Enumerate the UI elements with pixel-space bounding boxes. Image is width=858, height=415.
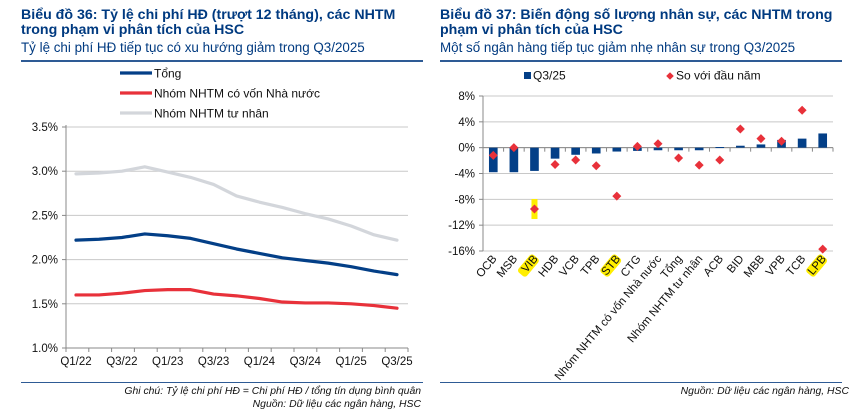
legend-label: Nhóm NHTM có vốn Nhà nước <box>154 87 320 101</box>
x-category-label: OCB <box>474 253 499 280</box>
series-line-tong <box>74 232 399 277</box>
legend-label: Tổng <box>154 67 181 81</box>
x-category-label: TCB <box>784 253 808 279</box>
marker-vcb <box>571 155 581 165</box>
legend-swatch-bar <box>524 72 531 79</box>
y-tick-label: 3.5% <box>32 122 58 134</box>
bar-acb <box>715 147 725 149</box>
legend-label: Q3/25 <box>533 69 566 83</box>
x-tick-label: Q3/22 <box>106 356 137 368</box>
y-tick-label: 2.5% <box>32 210 58 222</box>
x-category-label: VPB <box>764 253 788 279</box>
y-tick-label: 4% <box>458 117 475 129</box>
category-highlight <box>518 254 539 277</box>
marker-vib <box>529 204 539 214</box>
y-tick-label: 0% <box>458 143 475 155</box>
bar-vcb <box>571 147 580 155</box>
legend-label: Nhóm NHTM tư nhân <box>154 107 269 121</box>
y-tick-label: -8% <box>455 194 475 206</box>
y-tick-label: -16% <box>448 246 475 258</box>
category-highlight <box>600 254 622 277</box>
top-divider <box>21 60 423 62</box>
bar-msb <box>509 147 519 173</box>
series-line-state-owned <box>74 288 399 310</box>
bar-bid <box>736 145 745 148</box>
chart-37-title: Biểu đồ 37: Biến động số lượng nhân sự, … <box>440 7 833 38</box>
chart-36-subtitle: Tỷ lệ chi phí HĐ tiếp tục có xu hướng gi… <box>21 40 365 55</box>
bar-ocb <box>488 147 498 173</box>
marker-msb <box>509 143 519 153</box>
bar-mbb <box>756 144 766 148</box>
y-tick-label: 3.0% <box>32 166 58 178</box>
x-category-label: MBB <box>742 253 767 280</box>
x-category-label: ACB <box>702 253 727 279</box>
x-category-label: HDB <box>537 253 562 280</box>
bar-lpb <box>818 133 828 148</box>
marker-acb <box>715 155 725 165</box>
bar-tổng <box>674 147 683 151</box>
bar-stb <box>612 147 622 152</box>
chart-36-source: Nguồn: Dữ liệu các ngân hàng, HSC <box>252 399 421 410</box>
left-chart-panel: Biểu đồ 36: Tỷ lệ chi phí HĐ (trượt 12 t… <box>21 7 423 410</box>
chart-36-note: Ghi chú: Tỷ lệ chi phí HĐ = Chi phí HĐ /… <box>124 386 421 397</box>
marker-ctg <box>632 141 642 151</box>
marker-nhóm-nhtm-tư-nhân <box>694 160 704 170</box>
marker-ocb <box>488 150 498 160</box>
category-highlight <box>806 254 828 277</box>
y-tick-label: 8% <box>458 91 475 103</box>
y-tick-label: -12% <box>448 220 475 232</box>
marker-stb <box>612 191 622 201</box>
x-category-label: TPB <box>579 253 603 278</box>
x-category-label: STB <box>600 253 624 278</box>
y-tick-label: -4% <box>455 169 475 181</box>
x-category-label: MSB <box>495 253 520 280</box>
top-divider <box>440 60 842 62</box>
bar-vib <box>530 147 539 171</box>
line-chart: 1.0% 1.5% 2.0% 2.5% 3.0% 3.5% Q1/22 Q3/22 Q1/23 Q… <box>32 67 413 369</box>
marker-lpb <box>818 244 828 254</box>
x-tick-label: Q3/25 <box>381 356 412 368</box>
x-tick-label: Q1/22 <box>60 356 91 368</box>
marker-bid <box>735 124 745 134</box>
right-chart-panel: Biểu đồ 37: Biến động số lượng nhân sự, … <box>430 0 858 415</box>
bottom-divider <box>21 382 423 383</box>
x-tick-label: Q3/24 <box>290 356 322 368</box>
chart-37-source: Nguồn: Dữ liệu các ngân hàng, HSC <box>680 386 849 397</box>
x-tick-label: Q1/24 <box>244 356 276 368</box>
bottom-divider <box>440 382 842 383</box>
x-tick-label: Q1/23 <box>152 356 183 368</box>
y-tick-label: 2.0% <box>32 255 58 267</box>
marker-hdb <box>550 159 560 169</box>
x-tick-label: Q1/25 <box>335 356 366 368</box>
marker-tổng <box>674 153 684 163</box>
series-line-private <box>74 165 399 242</box>
bar-tpb <box>591 147 601 154</box>
x-category-label: VCB <box>558 253 583 279</box>
marker-nhóm-nhtm-có-vốn-nhà-nước <box>653 139 663 149</box>
marker-mbb <box>756 134 766 144</box>
marker-tpb <box>591 161 601 171</box>
x-category-label: LPB <box>806 253 829 278</box>
bar-hdb <box>550 147 560 159</box>
bar-nhóm-nhtm-có-vốn-nhà-nước <box>653 147 663 151</box>
chart-36-title: Biểu đồ 36: Tỷ lệ chi phí HĐ (trượt 12 t… <box>21 7 396 38</box>
y-tick-label: 1.5% <box>32 299 58 311</box>
marker-vpb <box>777 136 787 146</box>
x-tick-label: Q3/23 <box>198 356 229 368</box>
chart-37-subtitle: Một số ngân hàng tiếp tục giảm nhẹ nhân … <box>440 40 796 55</box>
y-tick-label: 1.0% <box>32 343 58 355</box>
bar-tcb <box>797 138 807 148</box>
legend-swatch-diamond <box>666 72 674 80</box>
bar-nhóm-nhtm-tư-nhân <box>694 147 704 151</box>
marker-tcb <box>797 105 807 115</box>
legend-label: So với đầu năm <box>676 69 761 83</box>
